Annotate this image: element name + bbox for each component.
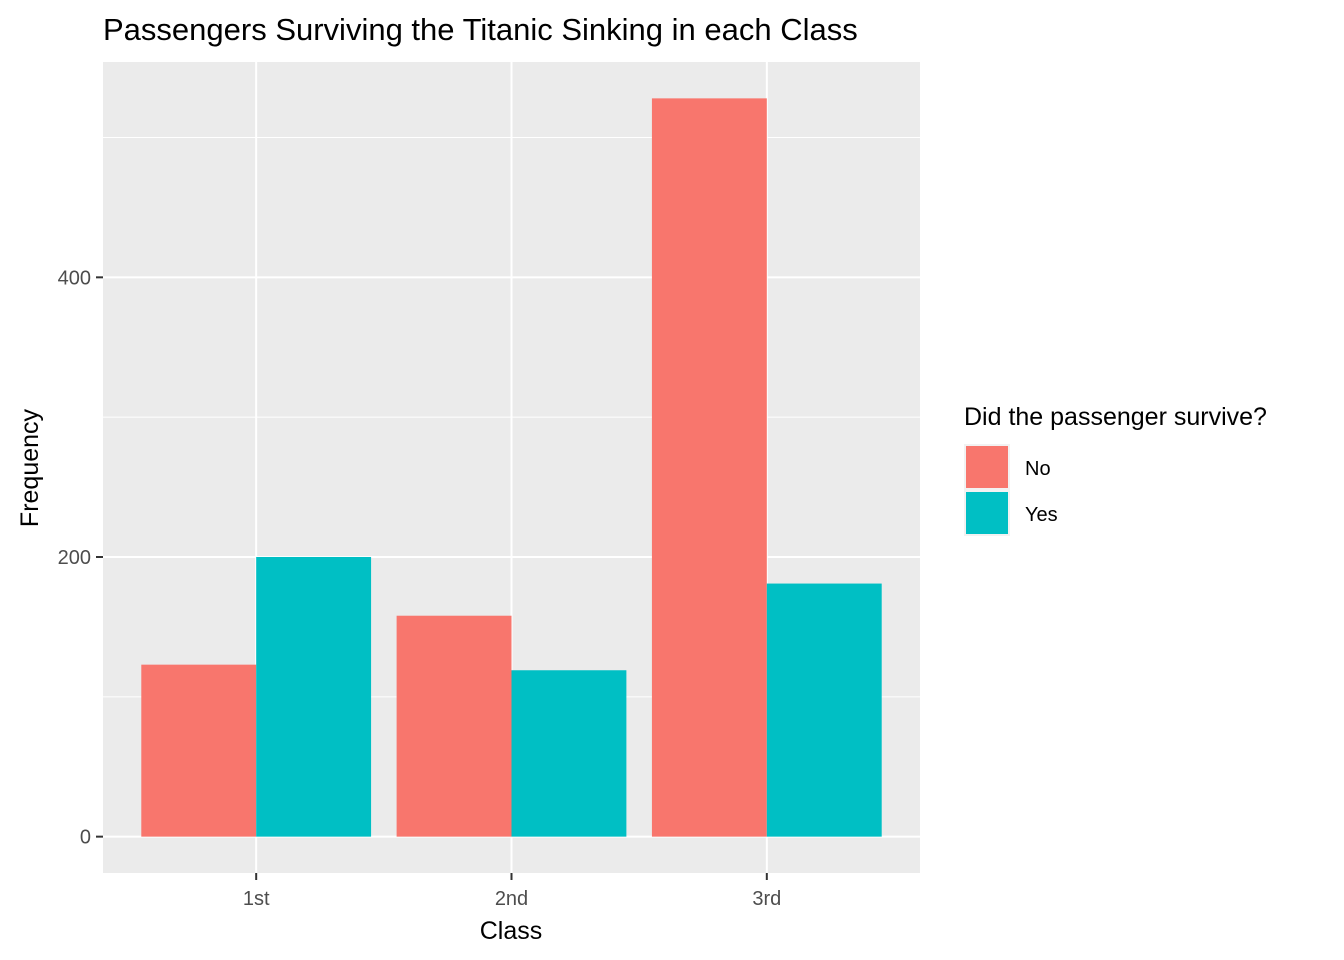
- legend-label: Yes: [1025, 504, 1058, 526]
- legend-title: Did the passenger survive?: [964, 403, 1267, 431]
- x-axis: 1st 2nd 3rd: [243, 873, 781, 910]
- legend-key-no: [966, 446, 1008, 488]
- y-tick-label: 200: [58, 547, 91, 569]
- y-tick-label: 0: [80, 827, 91, 849]
- x-tick-label: 2nd: [495, 888, 528, 910]
- bar-yes-3rd: [766, 583, 882, 837]
- legend: Did the passenger survive? No Yes: [964, 403, 1267, 536]
- x-axis-title: Class: [480, 917, 543, 945]
- bars: [141, 98, 882, 837]
- y-axis: 0 200 400: [58, 267, 103, 849]
- bar-yes-1st: [256, 556, 372, 837]
- y-axis-title: Frequency: [16, 408, 44, 527]
- legend-key-yes: [966, 492, 1008, 534]
- chart-title: Passengers Surviving the Titanic Sinking…: [103, 12, 858, 47]
- bar-no-3rd: [651, 98, 767, 837]
- bar-yes-2nd: [511, 670, 627, 837]
- bar-no-2nd: [396, 615, 512, 837]
- y-tick-label: 400: [58, 267, 91, 289]
- legend-label: No: [1025, 458, 1051, 480]
- x-tick-label: 3rd: [752, 888, 781, 910]
- x-tick-label: 1st: [243, 888, 270, 910]
- bar-no-1st: [141, 664, 257, 837]
